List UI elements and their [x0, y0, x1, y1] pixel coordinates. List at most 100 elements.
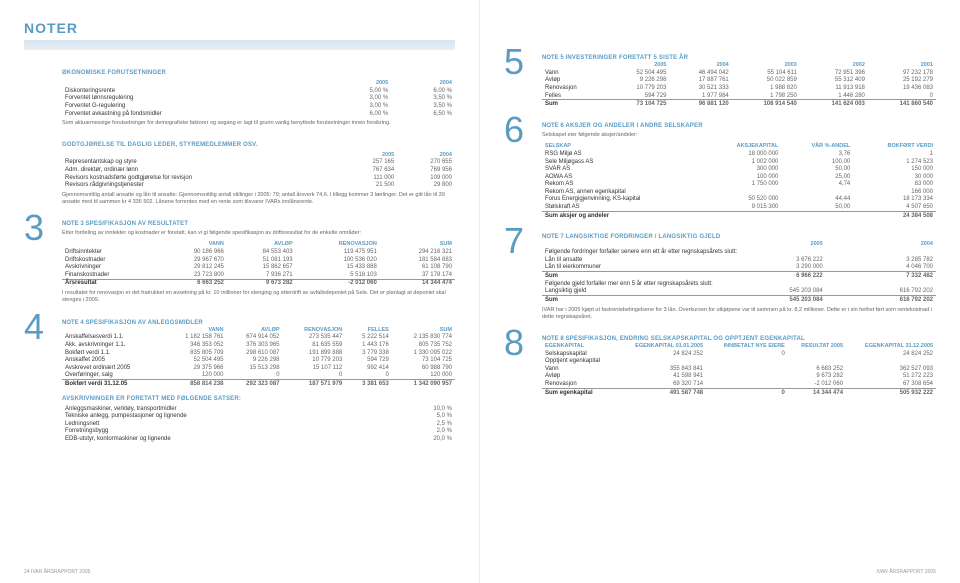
table-cell: 3,00 % — [327, 95, 391, 103]
table-cell: 15 107 112 — [283, 364, 346, 372]
table-cell: Vann — [542, 69, 607, 77]
table-cell: 90 186 966 — [158, 248, 227, 256]
sum-cell: 616 792 202 — [826, 296, 936, 304]
sum-cell: 858 814 238 — [163, 380, 226, 388]
table-cell: Sele Miljøgass AS — [542, 158, 705, 166]
table-cell: Driftsinntekter — [62, 248, 158, 256]
godt-title: GODTGJØRELSE TIL DAGLIG LEDER, STYREMEDL… — [62, 142, 455, 148]
note7-section: 7 NOTE 7 LANGSIKTIGE FORDRINGER / LANGSI… — [504, 233, 936, 320]
table-cell: 300 000 — [705, 165, 782, 173]
table-cell: 60 988 790 — [392, 364, 455, 372]
table-cell: 257 165 — [339, 159, 397, 167]
table-cell: 7 936 271 — [227, 271, 296, 279]
table-cell: 29 800 — [397, 181, 455, 189]
sum-cell: 6 663 252 — [158, 279, 227, 287]
table-cell: 25 192 279 — [868, 77, 936, 85]
col-header: INNBETALT NYE EIERE — [706, 342, 788, 350]
note8-label: NOTE 8 — [542, 336, 564, 342]
table-cell: 10,0 % — [391, 405, 455, 413]
col-header: 2004 — [397, 151, 455, 159]
col-header: 2005 — [327, 79, 391, 87]
table-cell: 30 000 — [853, 173, 936, 181]
table-cell — [788, 357, 846, 365]
table-cell: 23 723 800 — [158, 271, 227, 279]
table-cell: 181 584 883 — [380, 256, 455, 264]
table-cell: 150 000 — [853, 165, 936, 173]
table-cell — [706, 365, 788, 373]
table-cell: 46 494 042 — [669, 69, 731, 77]
table-cell: 73 104 725 — [392, 356, 455, 364]
table-cell: 1 988 820 — [732, 84, 800, 92]
table-cell: 5,00 % — [327, 87, 391, 95]
col-header — [62, 79, 327, 87]
table-cell: 44,44 — [781, 196, 853, 204]
table-cell: 3 676 222 — [716, 256, 826, 264]
sum-cell: 7 332 482 — [826, 272, 936, 280]
col-header: VANN — [158, 240, 227, 248]
table-cell: AOWA AS — [542, 173, 705, 181]
sum-cell: -2 012 060 — [296, 279, 380, 287]
table-cell: Langsiktig gjeld — [542, 287, 716, 295]
table-cell: 52 504 495 — [607, 69, 669, 77]
col-header — [542, 61, 607, 69]
table-cell: 83 000 — [853, 180, 936, 188]
sum-cell: 0 — [706, 388, 788, 396]
note6-title: AKSJER OG ANDELER I ANDRE SELSKAPER — [565, 123, 702, 129]
note8-section: 8 NOTE 8 SPESIFIKASJON, ENDRING SELSKAPS… — [504, 335, 936, 397]
econ-title: ØKONOMISKE FORUTSETNINGER — [62, 70, 455, 76]
table-cell: 3,76 — [781, 150, 853, 158]
table-cell: Felles — [542, 92, 607, 100]
table-cell: 805 735 752 — [392, 341, 455, 349]
note6-intro: Selskapet eier følgende aksjer/andeler: — [542, 132, 936, 139]
table-cell: 3 779 338 — [345, 349, 392, 357]
table-cell: 120 000 — [392, 372, 455, 380]
table-cell — [705, 188, 782, 196]
note3-note: I resultatet for renovasjon er det fratr… — [62, 290, 455, 304]
col-header — [542, 240, 716, 248]
table-cell: 2 135 830 774 — [392, 334, 455, 342]
table-cell: 24 824 252 — [846, 350, 936, 358]
table-cell: 84 553 403 — [227, 248, 296, 256]
econ-section: ØKONOMISKE FORUTSETNINGER 20052004Diskon… — [62, 70, 455, 128]
sum-cell: 141 860 540 — [868, 100, 936, 108]
table-cell: 2,5 % — [391, 420, 455, 428]
table-cell: 6 683 252 — [788, 365, 846, 373]
sum-cell: Sum — [542, 272, 716, 280]
note3-table: VANNAVLØPRENOVASJONSUMDriftsinntekter90 … — [62, 240, 455, 287]
table-cell — [706, 373, 788, 381]
col-header: VANN — [163, 326, 226, 334]
note5-table: 20052004200320022001Vann52 504 49546 494… — [542, 61, 936, 108]
table-cell: 1 443 176 — [345, 341, 392, 349]
table-cell: 29 375 966 — [163, 364, 226, 372]
table-cell: 376 303 965 — [227, 341, 283, 349]
table-cell: 5 222 514 — [345, 334, 392, 342]
intro-cell: Følgende fordringer forfaller senere enn… — [542, 248, 936, 256]
sum-cell — [781, 211, 853, 219]
table-cell: 294 216 321 — [380, 248, 455, 256]
table-cell: 15 862 657 — [227, 264, 296, 272]
table-cell: 166 000 — [853, 188, 936, 196]
note6-table: SELSKAPAKSJEKAPITALVÅR %-ANDELBOKFØRT VE… — [542, 142, 936, 219]
table-cell: Opptjent egenkapital — [542, 357, 616, 365]
table-cell: Selskapskapital — [542, 350, 616, 358]
col-header — [62, 240, 158, 248]
table-cell: 6,00 % — [327, 110, 391, 118]
page-title: NOTER — [24, 20, 455, 36]
sum-cell: Årsresultat — [62, 279, 158, 287]
table-cell: EDB-utstyr, kontormaskiner og lignende — [62, 435, 391, 443]
col-header: VÅR %-ANDEL — [781, 142, 853, 150]
table-cell: 0 — [706, 350, 788, 358]
table-cell: 4 507 650 — [853, 203, 936, 211]
col-header: SELSKAP — [542, 142, 705, 150]
table-cell: 298 610 087 — [227, 349, 283, 357]
table-cell: Avskrivninger — [62, 264, 158, 272]
table-cell: 1 330 095 022 — [392, 349, 455, 357]
note8-table: EGENKAPITALEGENKAPITAL 01.01.2005INNBETA… — [542, 342, 936, 397]
col-header: 2003 — [732, 61, 800, 69]
table-cell — [788, 350, 846, 358]
col-header: EGENKAPITAL 01.01.2005 — [616, 342, 706, 350]
table-cell: 41 598 941 — [616, 373, 706, 381]
note8-number: 8 — [504, 325, 524, 361]
table-cell — [846, 357, 936, 365]
table-cell: 1 002 000 — [705, 158, 782, 166]
